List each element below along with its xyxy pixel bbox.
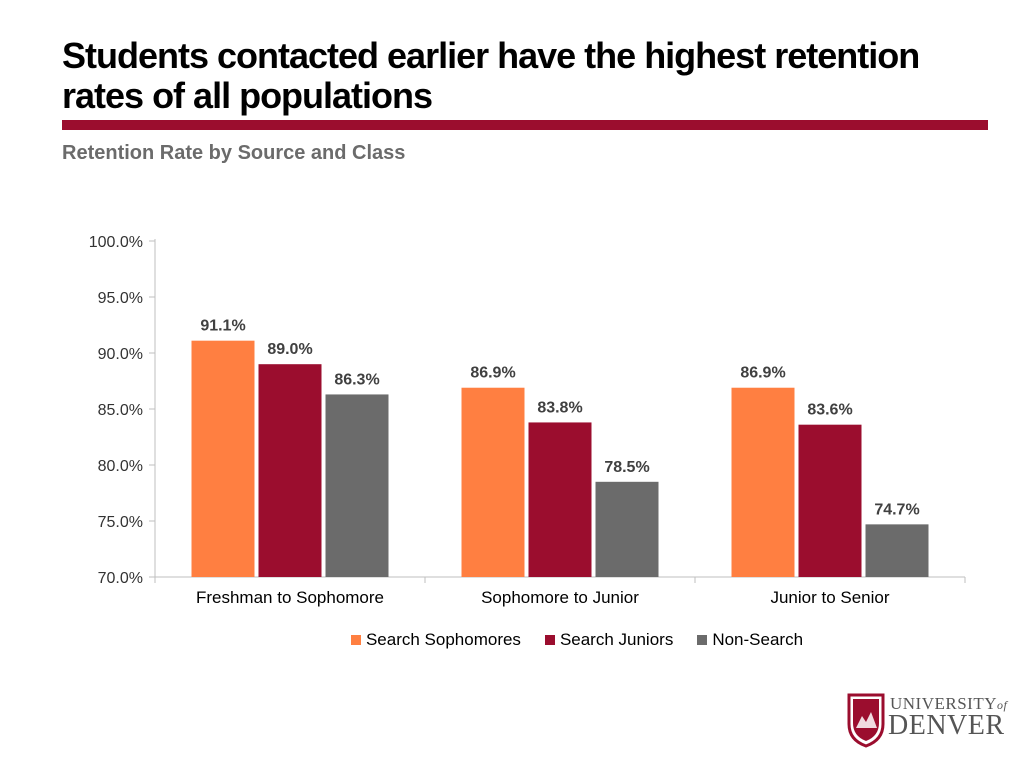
y-tick-label: 95.0% xyxy=(98,290,143,307)
y-tick-label: 100.0% xyxy=(89,234,143,251)
chart-axes: 70.0% 75.0% 80.0% 85.0% 90.0% 95.0% 100.0% Fres… xyxy=(89,234,966,607)
data-label: 89.0% xyxy=(267,341,312,358)
bar-search-juniors xyxy=(258,364,322,577)
bar-search-sophomores xyxy=(191,340,255,577)
data-label: 86.3% xyxy=(334,371,379,388)
bar-search-sophomores xyxy=(731,387,795,577)
bar-non-search xyxy=(325,394,389,577)
legend-item-search-juniors: Search Juniors xyxy=(544,630,674,650)
legend-swatch xyxy=(350,635,361,645)
y-tick-label: 90.0% xyxy=(98,346,143,363)
bar-non-search xyxy=(595,481,659,577)
x-tick-label: Freshman to Sophomore xyxy=(196,588,384,607)
legend-label: Search Juniors xyxy=(559,630,674,649)
legend-swatch xyxy=(544,635,555,645)
university-logo: UNIVERSITYof DENVER xyxy=(846,692,1007,748)
chart-bars xyxy=(191,340,929,577)
data-label: 78.5% xyxy=(604,459,649,476)
data-label: 74.7% xyxy=(874,501,919,518)
title-divider xyxy=(62,120,988,130)
data-label: 86.9% xyxy=(470,365,515,382)
university-seal-icon xyxy=(847,693,885,748)
y-tick-label: 70.0% xyxy=(98,570,143,587)
bar-search-sophomores xyxy=(461,387,525,577)
chart-data-labels: 91.1% 89.0% 86.3% 86.9% 83.8% 78.5% 86.9% 83.6%… xyxy=(200,318,919,519)
y-tick-label: 85.0% xyxy=(98,402,143,419)
legend-swatch xyxy=(697,635,708,645)
logo-university-text: UNIVERSITYof xyxy=(890,694,1008,713)
slide-title: Students contacted earlier have the high… xyxy=(62,35,920,116)
logo-denver-text: DENVER xyxy=(888,710,1005,741)
y-tick-label: 75.0% xyxy=(98,514,143,531)
y-tick-label: 80.0% xyxy=(98,458,143,475)
legend-item-search-sophomores: Search Sophomores xyxy=(350,630,521,650)
x-tick-label: Junior to Senior xyxy=(770,588,889,607)
data-label: 83.6% xyxy=(807,402,852,419)
data-label: 86.9% xyxy=(740,365,785,382)
bar-non-search xyxy=(865,524,929,577)
data-label: 91.1% xyxy=(200,318,245,335)
bar-search-juniors xyxy=(528,422,592,577)
bar-search-juniors xyxy=(798,424,862,577)
chart-legend: Search Sophomores Search Juniors Non-Sea… xyxy=(0,630,1024,650)
legend-label: Search Sophomores xyxy=(365,630,521,649)
chart-subtitle: Retention Rate by Source and Class xyxy=(62,142,406,164)
x-tick-label: Sophomore to Junior xyxy=(481,588,639,607)
legend-label: Non-Search xyxy=(712,630,804,649)
legend-item-non-search: Non-Search xyxy=(697,630,803,650)
data-label: 83.8% xyxy=(537,399,582,416)
